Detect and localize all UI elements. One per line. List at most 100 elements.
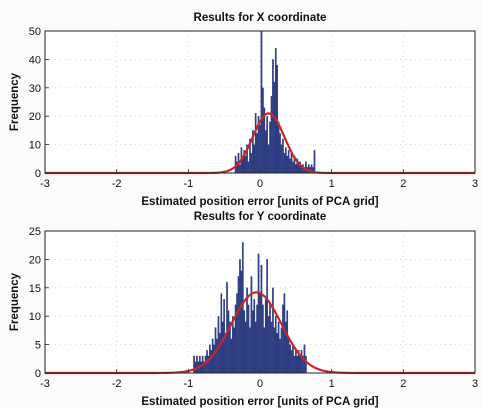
histogram-bar — [227, 310, 230, 374]
histogram-bar — [269, 121, 271, 174]
y-tick-label: 10 — [29, 311, 41, 323]
histogram-bar — [283, 153, 286, 174]
y-tick-label: 0 — [35, 168, 41, 180]
histogram-bar — [219, 333, 221, 374]
x-tick-label: 3 — [472, 378, 478, 390]
x-axis-label: Estimated position error [units of PCA g… — [141, 196, 378, 208]
histogram-bar — [249, 327, 251, 374]
x-tick-label: 0 — [257, 178, 263, 190]
x-tick-label: 1 — [329, 378, 335, 390]
histogram-bar — [241, 242, 244, 374]
histogram-bar — [297, 164, 300, 174]
histogram-bar — [287, 150, 290, 174]
histogram-bar — [198, 355, 201, 374]
histogram-bar — [224, 333, 227, 374]
histogram-bar — [239, 259, 241, 374]
histogram-bar — [241, 158, 244, 174]
histogram-bar — [236, 293, 238, 374]
x-axis-label: Estimated position error [units of PCA g… — [141, 396, 378, 408]
histogram-bar — [243, 310, 246, 374]
histogram-bar — [313, 150, 316, 174]
histogram-bar — [247, 161, 250, 174]
histogram-bar — [260, 264, 263, 374]
histogram-bar — [213, 344, 215, 374]
histogram-bar — [260, 30, 263, 174]
y-axis-label: Frequency — [9, 272, 21, 331]
histogram-bar — [290, 350, 293, 374]
y-tick-label: 50 — [29, 26, 41, 38]
histogram-bar — [237, 276, 240, 374]
histogram-bar — [262, 87, 264, 174]
histogram-bar — [274, 47, 277, 174]
histogram-bar — [284, 147, 287, 174]
histogram-bar — [259, 293, 261, 374]
chart-title: Results for Y coordinate — [194, 211, 327, 223]
histogram-bar — [273, 327, 276, 374]
x-tick-label: -3 — [40, 378, 50, 390]
y-tick-label: 10 — [29, 140, 41, 152]
x-tick-label: -1 — [183, 178, 193, 190]
histogram-bar — [240, 270, 243, 374]
histogram-bar — [250, 276, 253, 374]
histogram-bar — [226, 282, 228, 374]
histogram-bar — [279, 133, 281, 174]
histogram-bar — [292, 161, 294, 174]
histogram-bar — [282, 304, 284, 374]
histogram-bar — [305, 161, 307, 174]
histogram-bar — [283, 293, 286, 374]
histogram-bar — [230, 338, 233, 374]
chart-title: Results for X coordinate — [194, 12, 327, 24]
histogram-bar — [247, 304, 250, 374]
y-tick-label: 20 — [29, 254, 41, 266]
y-tick-label: 25 — [29, 226, 41, 238]
histogram-bar — [264, 130, 267, 174]
histogram-bar — [289, 344, 291, 374]
histogram-bar — [286, 155, 289, 174]
histogram-bar — [295, 350, 297, 374]
y-tick-label: 20 — [29, 111, 41, 123]
x-tick-label: 1 — [329, 178, 335, 190]
histogram-bar — [272, 287, 274, 374]
histogram-bar — [276, 333, 279, 374]
histogram-bar — [280, 144, 283, 174]
histogram-bar — [233, 327, 236, 374]
histogram-bar — [295, 164, 297, 174]
histogram-bar — [210, 350, 213, 374]
x-tick-label: -2 — [112, 378, 122, 390]
x-tick-label: -3 — [40, 178, 50, 190]
histogram-bar — [194, 361, 197, 374]
histogram-bar — [267, 144, 270, 174]
x-tick-label: 2 — [400, 178, 406, 190]
histogram-bar — [267, 316, 270, 374]
histogram-bar — [254, 113, 257, 174]
x-tick-label: -2 — [112, 178, 122, 190]
histogram-bar — [300, 350, 303, 374]
histogram-bar — [263, 327, 266, 374]
histogram-bar — [264, 299, 267, 374]
histogram-bar — [290, 153, 293, 174]
histogram-bar — [269, 304, 271, 374]
histogram-bar — [282, 138, 284, 174]
histogram-bar — [246, 287, 248, 374]
histogram-bar — [296, 355, 299, 374]
y-axis-label: Frequency — [9, 72, 21, 131]
histogram-bar — [293, 355, 296, 374]
histogram-bar — [299, 355, 301, 374]
histogram-bar — [266, 259, 268, 374]
histogram-bar — [252, 310, 254, 374]
histogram-bar — [262, 304, 264, 374]
histogram-bar — [270, 321, 273, 374]
histogram-bar — [220, 293, 223, 374]
histogram-bar — [277, 321, 280, 374]
x-tick-label: -1 — [183, 378, 193, 390]
y-tick-label: 5 — [35, 340, 41, 352]
histogram-bar — [277, 121, 280, 174]
histogram-bar — [231, 316, 234, 374]
histogram-bar — [305, 355, 307, 374]
histogram-bar — [287, 338, 290, 374]
histogram-bar — [254, 321, 257, 374]
histogram-bar — [266, 116, 268, 174]
histogram-bar — [244, 321, 247, 374]
